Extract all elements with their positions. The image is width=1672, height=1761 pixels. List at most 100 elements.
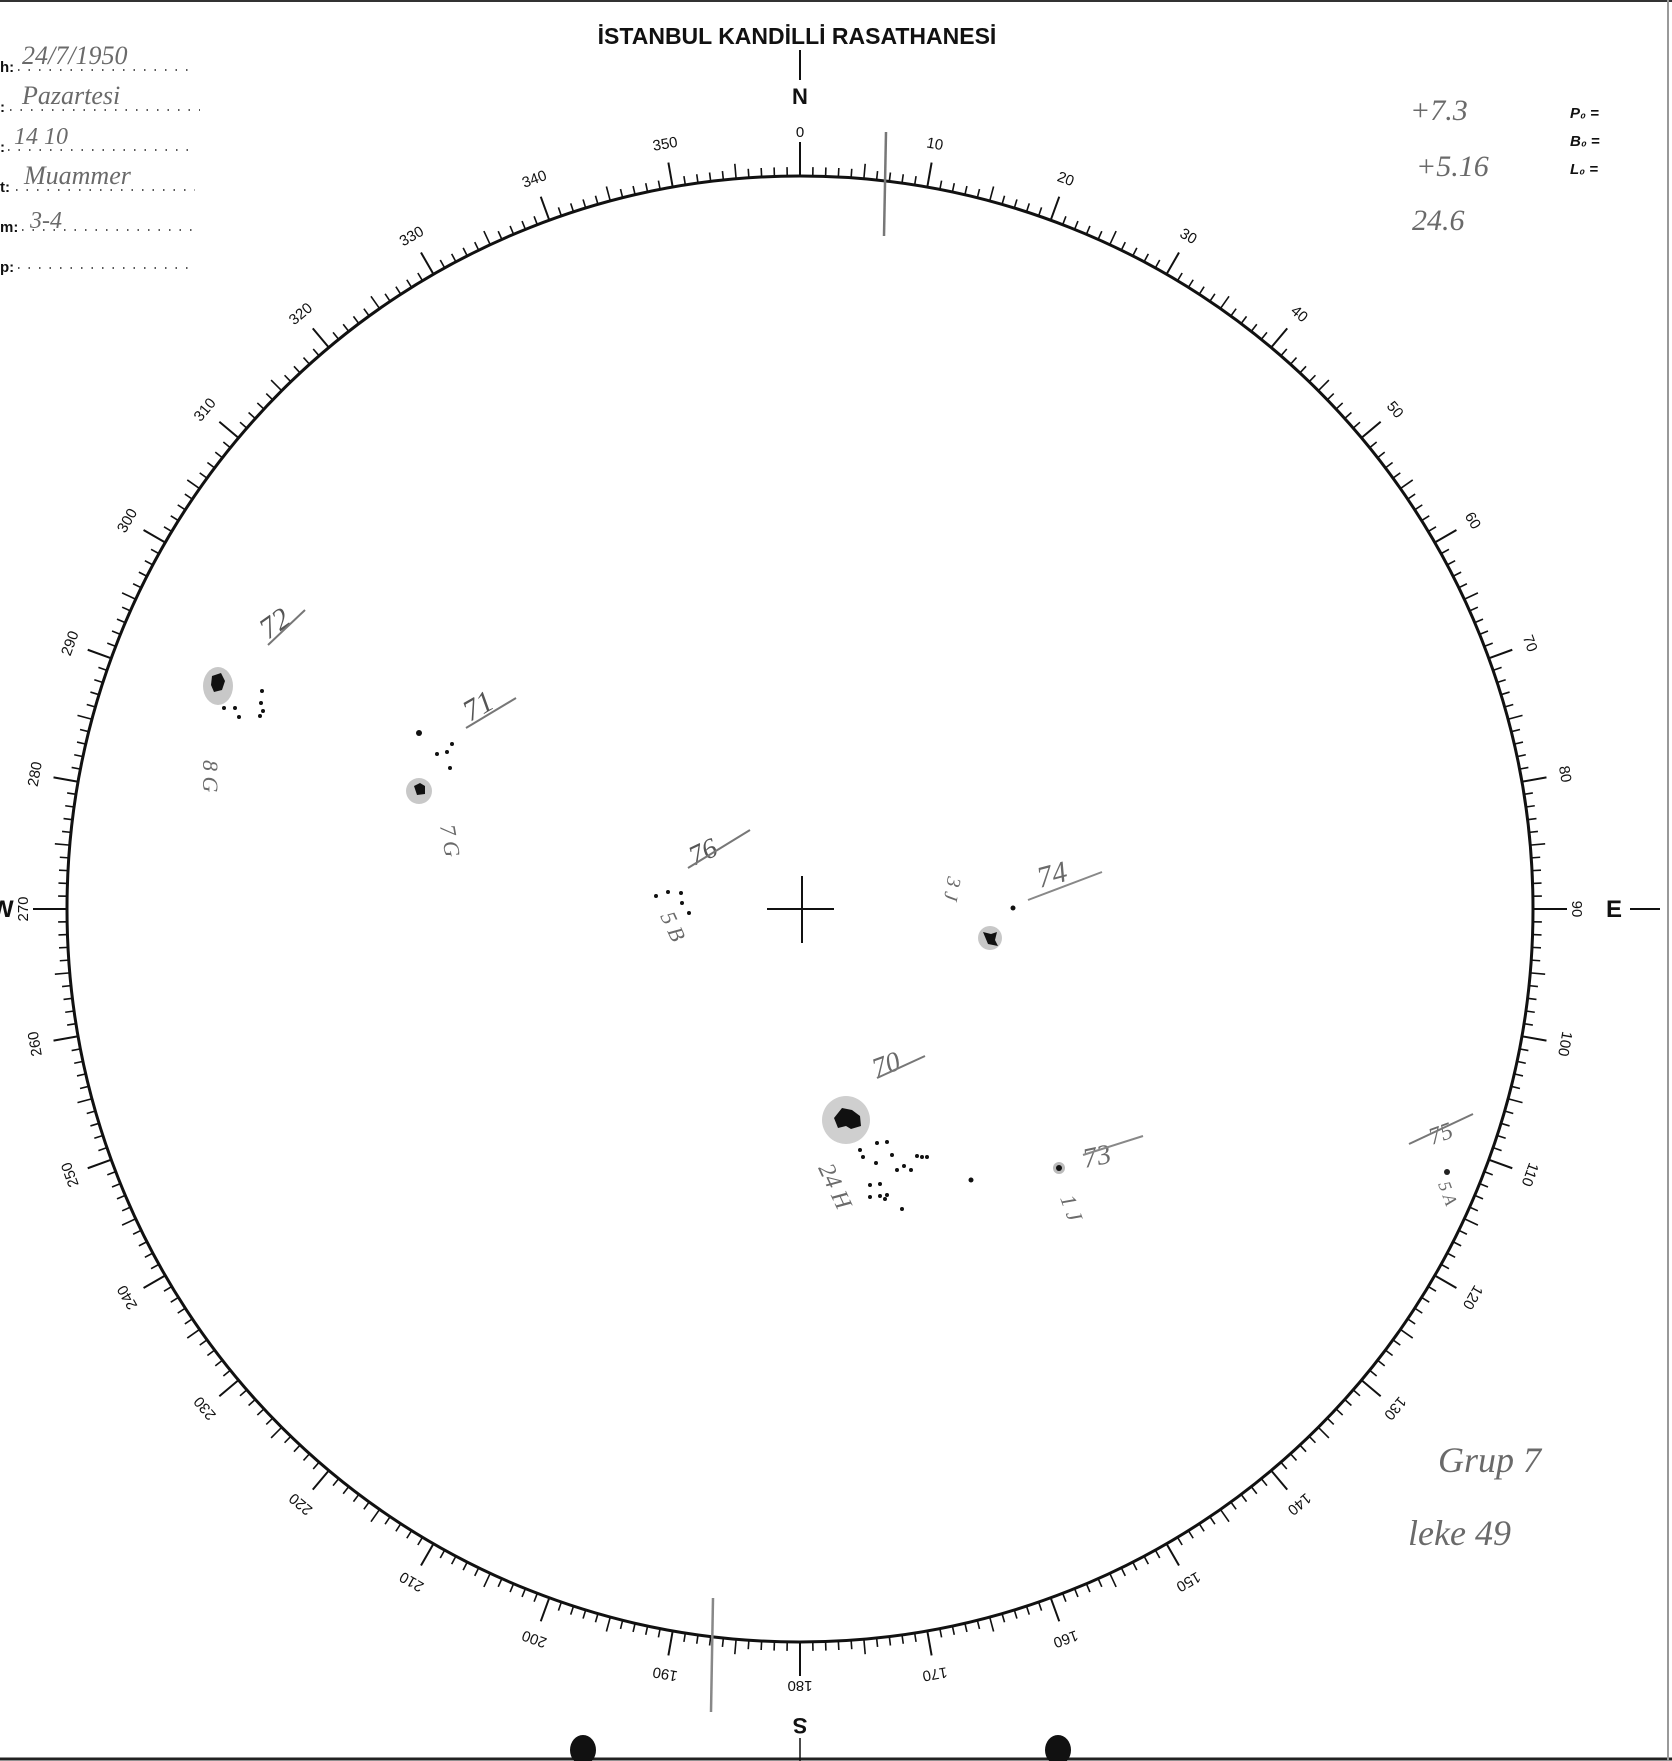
group-class: 8 G [198, 760, 223, 793]
scale-tick [86, 1110, 96, 1115]
scale-tick [939, 180, 943, 190]
west-label: W [0, 896, 14, 923]
scale-tick [1176, 1536, 1183, 1546]
sunspot-group-74: 74 3 J [939, 855, 1103, 950]
scale-tick [90, 691, 100, 696]
group-class: 1 J [1055, 1191, 1088, 1225]
scale-tick [497, 1578, 503, 1588]
scale-tick [1407, 493, 1416, 500]
scale-tick [186, 479, 201, 490]
scale-tick [363, 1501, 370, 1510]
scale-tick [199, 1339, 208, 1346]
scale-tick [1421, 1296, 1430, 1303]
scale-tick [1427, 1285, 1437, 1292]
scale-tick [1421, 515, 1430, 522]
scale-tick [1198, 286, 1205, 295]
scale-tick [734, 163, 737, 179]
scale-tick [76, 741, 86, 745]
scale-tick [875, 1637, 879, 1648]
scale-tick [976, 188, 981, 198]
scale-label-230: 230 [191, 1393, 220, 1423]
scale-tick [106, 642, 116, 648]
scale-tick [1250, 323, 1258, 332]
scale-tick [1484, 642, 1494, 648]
scale-tick [1531, 856, 1541, 859]
scale-tick [695, 174, 699, 184]
rotation-axis-north-mark [882, 131, 888, 237]
scale-tick [53, 776, 79, 783]
rotation-axis-south-mark [709, 1597, 715, 1713]
scale-tick [312, 327, 330, 349]
scale-tick [605, 186, 612, 202]
scale-tick [1527, 817, 1537, 821]
scale-tick [462, 1561, 468, 1571]
scale-tick [61, 830, 72, 834]
scale-tick [1132, 1561, 1138, 1571]
scale-tick [77, 714, 93, 721]
scale-label-220: 220 [286, 1489, 316, 1518]
scale-label-100: 100 [1554, 1030, 1575, 1058]
scale-tick [1061, 215, 1067, 225]
scale-tick [1280, 348, 1288, 357]
scale-tick [1427, 526, 1437, 533]
scale-tick [850, 1640, 853, 1650]
scale-tick [239, 421, 248, 429]
scale-tick [87, 1158, 112, 1170]
scale-tick [644, 1625, 649, 1635]
scale-tick [206, 1349, 216, 1357]
small-spot [1010, 905, 1016, 911]
scale-tick [557, 1601, 563, 1611]
scale-label-160: 160 [1051, 1626, 1080, 1651]
scale-tick [177, 1307, 186, 1314]
field-value: Pazartesi [21, 81, 120, 110]
sunspot-group-75: 75 5 A [1408, 1113, 1474, 1209]
scale-tick [483, 230, 491, 246]
scale-label-300: 300 [114, 506, 141, 536]
scale-label-180: 180 [787, 1677, 812, 1694]
scale-tick [352, 1493, 360, 1503]
scale-tick [964, 185, 968, 195]
scale-tick [352, 315, 360, 325]
scale-tick [302, 357, 311, 365]
scale-tick [1469, 606, 1479, 612]
scale-tick [1474, 1194, 1484, 1200]
scale-tick [144, 559, 154, 566]
scale-label-280: 280 [25, 760, 46, 788]
scale-tick [163, 1285, 173, 1292]
scale-label-240: 240 [114, 1282, 141, 1312]
scale-tick [863, 1639, 866, 1655]
scale-tick [74, 753, 84, 758]
scale-label-290: 290 [58, 629, 83, 658]
scale-tick [98, 1146, 108, 1152]
scale-tick [214, 1359, 223, 1367]
scale-tick [132, 1229, 142, 1235]
scale-tick [71, 766, 81, 770]
scale-tick [256, 402, 265, 410]
form-field-time: : 14 10 [0, 124, 196, 156]
scale-tick [1326, 392, 1335, 401]
scale-tick [1230, 308, 1237, 317]
scale-tick [177, 504, 186, 511]
scale-tick [951, 183, 956, 193]
registration-dot-right [1045, 1735, 1071, 1761]
scale-tick [1352, 421, 1361, 429]
scale-tick [605, 1616, 612, 1632]
scale-tick [462, 247, 468, 257]
scale-tick [87, 648, 112, 660]
scale-tick [417, 1536, 424, 1546]
scale-tick [1377, 451, 1386, 459]
scale-label-0: 0 [796, 124, 804, 141]
scale-tick [1120, 241, 1126, 251]
scale-tick [53, 1035, 79, 1042]
scale-tick [170, 1296, 179, 1303]
p0-label: P₀ = [1570, 105, 1599, 122]
b0-label: B₀ = [1570, 133, 1600, 150]
sunspot-group-72: 72 8 G [198, 601, 306, 793]
scale-tick [939, 1628, 943, 1638]
scale-tick [926, 162, 933, 188]
scale-tick [619, 188, 624, 198]
scale-tick [594, 195, 599, 205]
scale-tick [1452, 571, 1462, 577]
scale-tick [1209, 293, 1216, 302]
scale-tick [1384, 461, 1394, 469]
